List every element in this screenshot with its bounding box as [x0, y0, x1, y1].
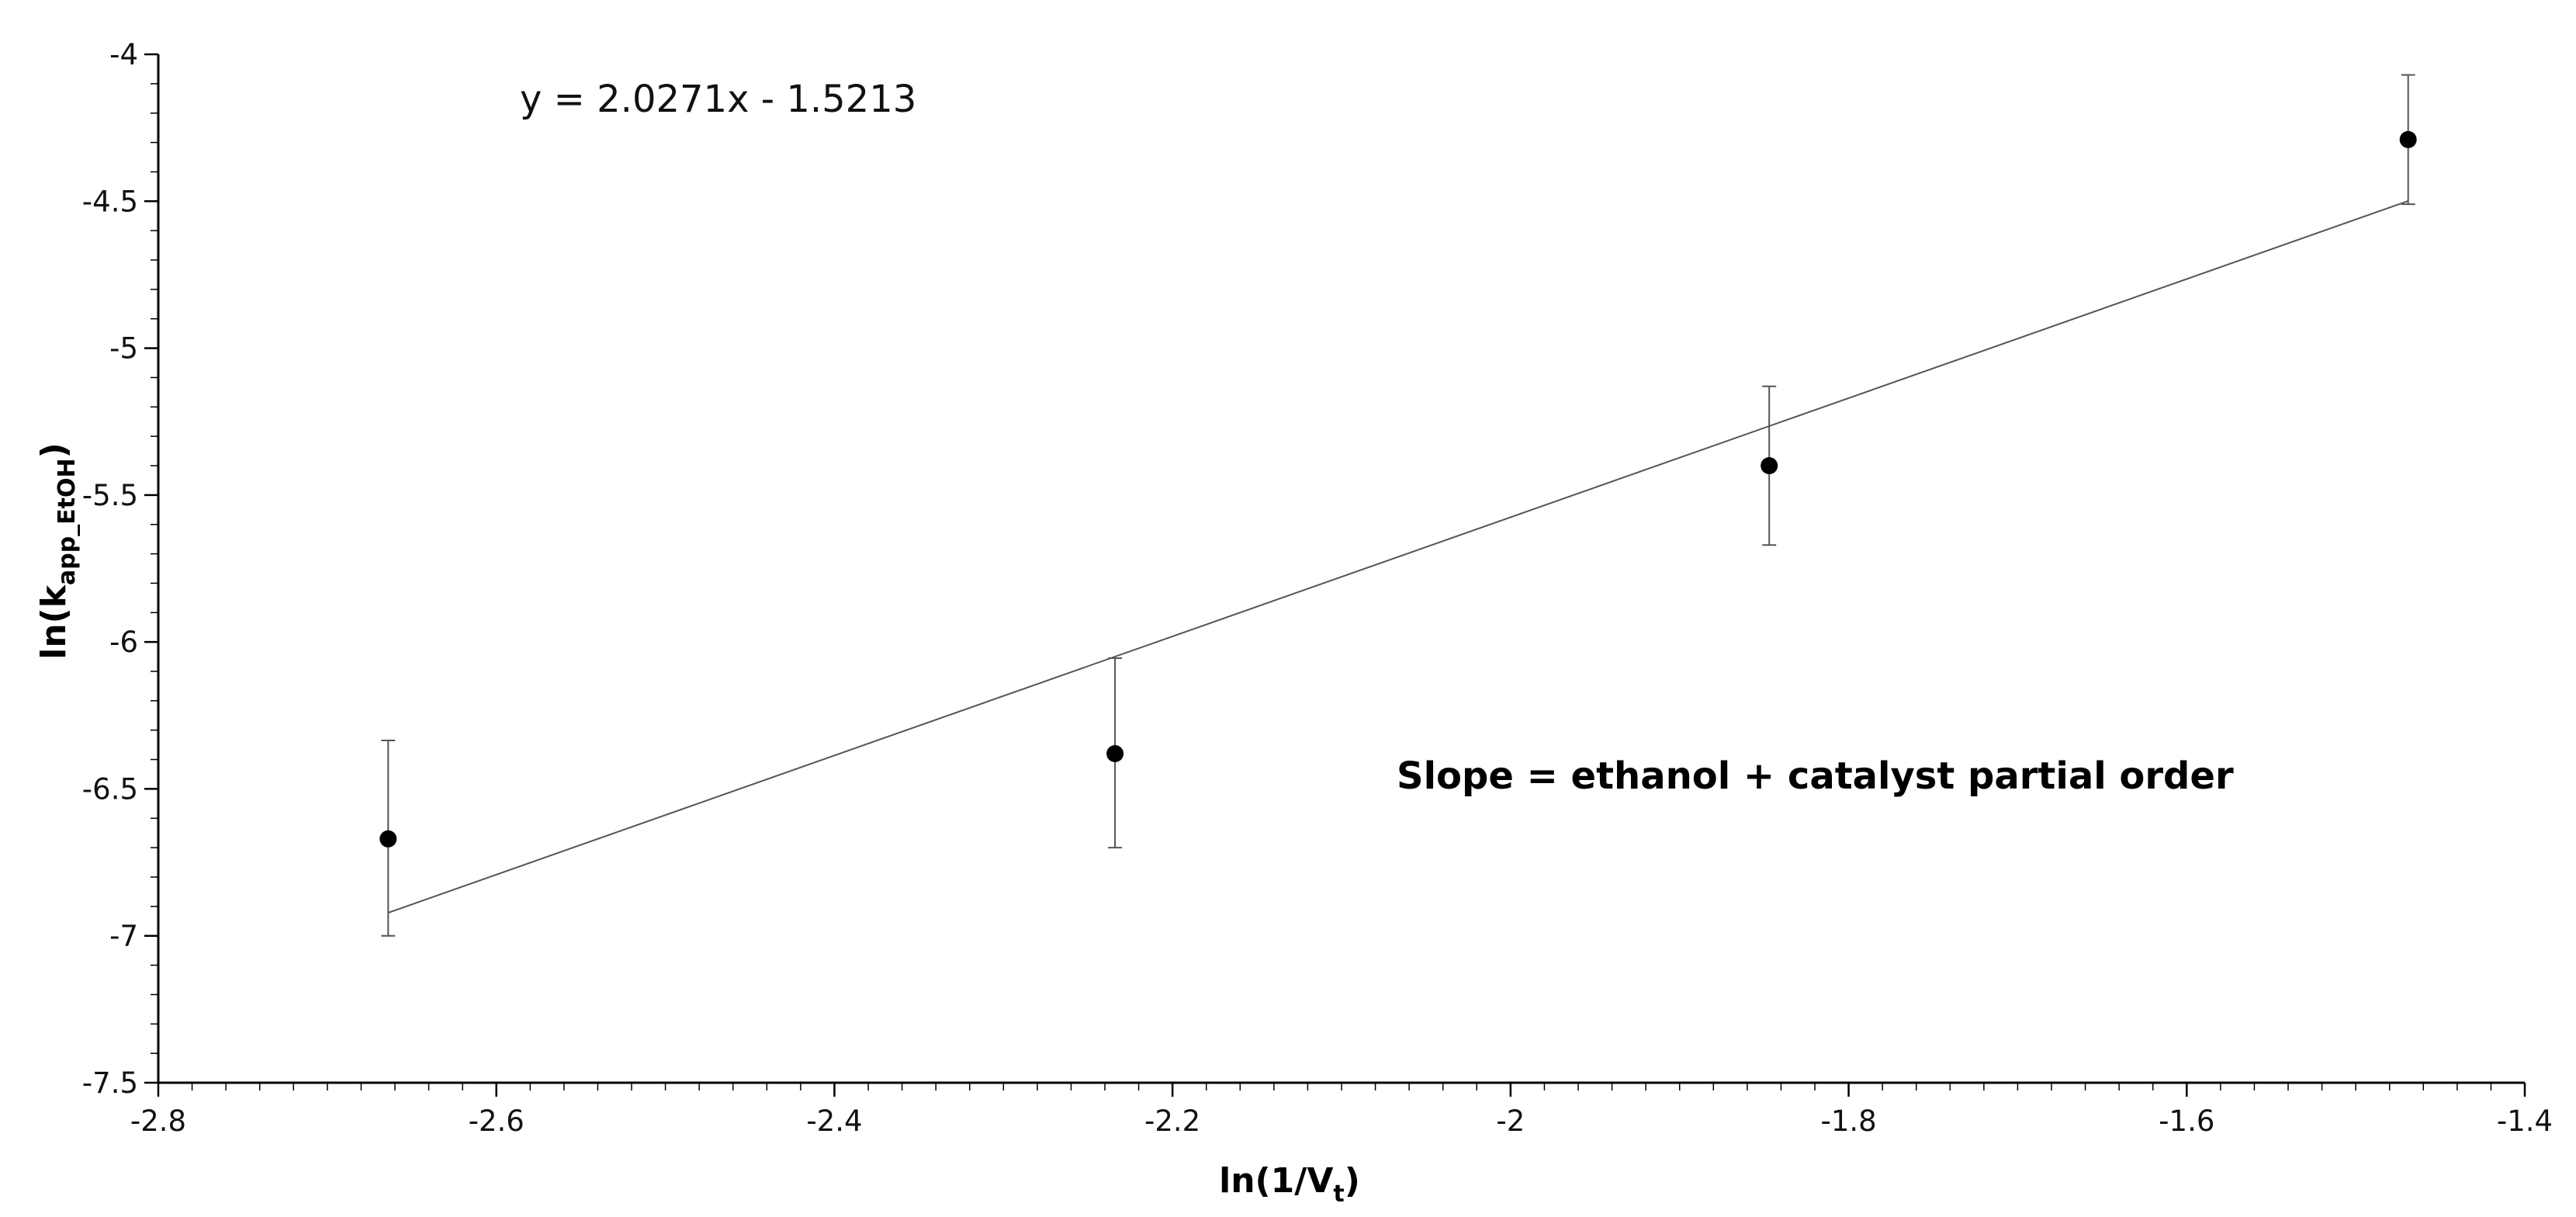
y-axis-title: ln(kapp_EtOH) — [34, 442, 81, 660]
data-point — [2399, 130, 2417, 148]
x-axis-title: ln(1/Vt) — [1219, 1161, 1360, 1208]
y-tick-label: -6 — [109, 626, 138, 659]
data-point — [379, 830, 397, 848]
x-axis-title-end: ) — [1345, 1161, 1360, 1201]
x-tick-label: -2.6 — [469, 1104, 525, 1138]
x-axis-title-main: ln(1/V — [1219, 1161, 1333, 1201]
data-point — [1106, 745, 1124, 762]
y-tick-label: -7.5 — [82, 1066, 138, 1100]
trendline-equation: y = 2.0271x - 1.5213 — [520, 78, 916, 121]
data-point — [1761, 457, 1778, 474]
y-axis-title-end: ) — [34, 442, 74, 458]
x-tick-label: -1.6 — [2159, 1104, 2214, 1138]
y-tick-label: -6.5 — [82, 772, 138, 806]
y-tick-label: -5 — [109, 332, 138, 366]
x-tick-label: -2.8 — [130, 1104, 186, 1138]
y-axis-title-subscript: app_EtOH — [54, 458, 81, 585]
x-tick-label: -2.2 — [1144, 1104, 1200, 1138]
y-tick-label: -4.5 — [82, 185, 138, 218]
x-tick-label: -1.8 — [1820, 1104, 1876, 1138]
x-tick-label: -1.4 — [2497, 1104, 2553, 1138]
y-axis-title-main: ln(k — [34, 584, 74, 660]
y-tick-label: -7 — [109, 920, 138, 953]
plot-area: -2.8 -2.6 -2.4 -2.2 -2 -1.8 -1.6 -1.4 -7.5 -7 -6.5… — [82, 38, 2553, 1138]
x-tick-label: -2.4 — [806, 1104, 862, 1138]
trendline — [387, 200, 2409, 914]
x-tick-label: -2 — [1496, 1104, 1525, 1138]
y-tick-label: -4 — [109, 38, 138, 71]
y-tick-label: -5.5 — [82, 479, 138, 512]
x-axis-title-subscript: t — [1333, 1181, 1344, 1208]
slope-annotation: Slope = ethanol + catalyst partial order — [1397, 754, 2234, 798]
